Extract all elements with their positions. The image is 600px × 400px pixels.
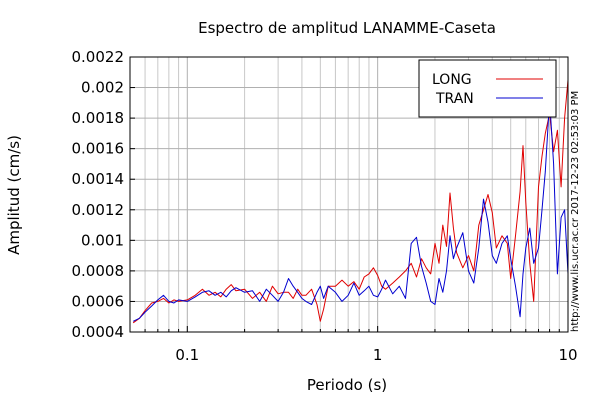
legend-box <box>418 59 557 118</box>
y-tick-label: 0.0004 <box>72 323 125 341</box>
y-tick-label: 0.0008 <box>72 262 125 280</box>
series-layer <box>132 79 569 324</box>
y-tick-label: 0.0014 <box>72 170 125 188</box>
legend: LONG TRAN <box>418 59 557 118</box>
y-tick-label: 0.0016 <box>72 140 125 158</box>
plot-frame <box>129 56 569 333</box>
y-tick-label: 0.0006 <box>72 292 125 310</box>
legend-label-long: LONG <box>432 72 472 88</box>
x-tick-label: 1 <box>373 346 383 364</box>
y-tick-label: 0.0012 <box>72 201 125 219</box>
y-tick-label: 0.0018 <box>72 109 125 127</box>
x-tick-labels: 0.1 1 10 <box>175 346 577 364</box>
y-axis-label: Amplitud (cm/s) <box>5 135 23 255</box>
chart-title: Espectro de amplitud LANAMME-Caseta <box>198 19 496 37</box>
legend-label-tran: TRAN <box>435 91 474 107</box>
tick-marks <box>129 56 569 333</box>
y-tick-labels: 0.0004 0.0006 0.0008 0.001 0.0012 0.0014 0.001… <box>72 48 125 341</box>
x-tick-label: 10 <box>558 346 577 364</box>
series-line-tran <box>132 99 569 322</box>
x-tick-label: 0.1 <box>175 346 199 364</box>
source-timestamp-text: http://www.lis.ucr.ac.cr 2017-12-23 02:5… <box>570 91 581 332</box>
y-tick-label: 0.0022 <box>72 48 125 66</box>
y-tick-label: 0.001 <box>81 231 124 249</box>
x-axis-label: Periodo (s) <box>307 376 387 394</box>
y-tick-label: 0.002 <box>81 79 124 97</box>
